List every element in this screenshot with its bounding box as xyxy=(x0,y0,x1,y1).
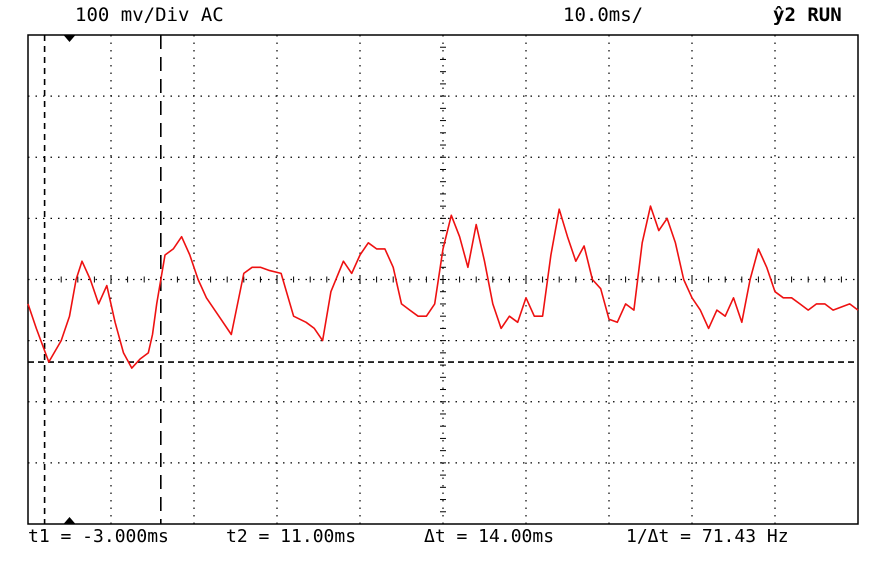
time-per-div-readout: 10.0ms/ xyxy=(563,4,644,26)
measurement-bar: t1 = -3.000ms t2 = 11.00ms Δt = 14.00ms … xyxy=(28,526,868,552)
trigger-marker-bottom xyxy=(63,517,76,524)
t2-readout: t2 = 11.00ms xyxy=(226,526,357,547)
frequency-readout: 1/Δt = 71.43 Hz xyxy=(626,526,789,547)
signal-trace xyxy=(27,205,859,369)
volts-per-div-readout: 100 mv/Div AC xyxy=(75,4,224,26)
t1-readout: t1 = -3.000ms xyxy=(28,526,169,547)
trigger-status: ŷ2 RUN xyxy=(773,4,842,26)
delta-t-readout: Δt = 14.00ms xyxy=(424,526,555,547)
trigger-marker-top xyxy=(63,35,76,42)
